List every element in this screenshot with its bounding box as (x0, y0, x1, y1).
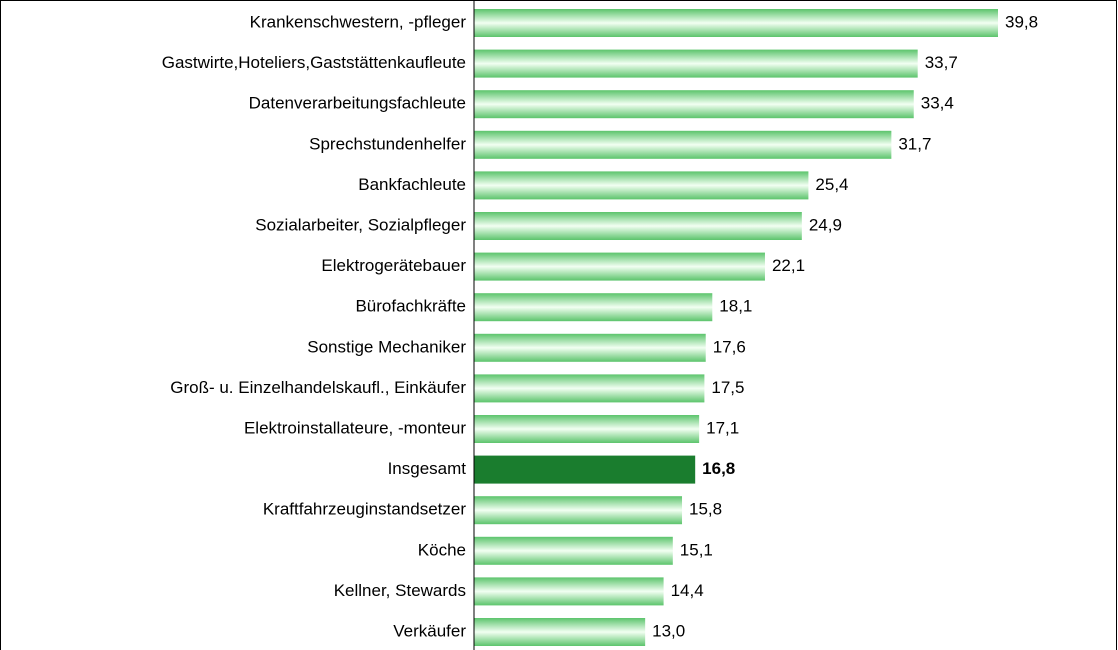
bar (474, 374, 705, 403)
category-label: Krankenschwestern, -pfleger (250, 12, 467, 31)
bar (474, 455, 696, 484)
category-label: Insgesamt (388, 459, 467, 478)
bar (474, 415, 700, 443)
category-label: Sonstige Mechaniker (307, 337, 466, 356)
bar (474, 90, 914, 119)
value-label: 24,9 (809, 215, 842, 234)
value-label: 16,8 (702, 459, 735, 478)
value-label: 17,5 (711, 378, 744, 397)
bar (474, 212, 802, 240)
bar (474, 536, 673, 565)
category-label: Sozialarbeiter, Sozialpfleger (255, 215, 466, 234)
category-label: Elektrogerätebauer (321, 256, 466, 275)
category-label: Kellner, Stewards (334, 581, 466, 600)
category-label: Gastwirte,Hoteliers,Gaststättenkaufleute (162, 53, 466, 72)
value-label: 33,7 (925, 53, 958, 72)
bar (474, 293, 713, 322)
category-label: Verkäufer (393, 621, 466, 640)
category-label: Datenverarbeitungsfachleute (249, 94, 466, 113)
bar (474, 171, 809, 200)
category-label: Köche (418, 540, 466, 559)
category-label: Bürofachkräfte (355, 297, 466, 316)
category-label: Elektroinstallateure, -monteur (244, 418, 466, 437)
value-label: 18,1 (719, 297, 752, 316)
bar (474, 130, 892, 159)
value-label: 39,8 (1005, 12, 1038, 31)
category-label: Sprechstundenhelfer (309, 134, 466, 153)
value-label: 15,1 (680, 540, 713, 559)
bar (474, 49, 918, 78)
bar (474, 333, 706, 362)
category-label: Groß- u. Einzelhandelskaufl., Einkäufer (170, 378, 466, 397)
value-label: 33,4 (921, 94, 954, 113)
bar (474, 9, 998, 37)
value-label: 17,6 (713, 337, 746, 356)
bar (474, 577, 664, 606)
category-label: Bankfachleute (358, 175, 466, 194)
value-label: 17,1 (706, 418, 739, 437)
value-label: 14,4 (671, 581, 704, 600)
value-label: 22,1 (772, 256, 805, 275)
bar (474, 618, 646, 646)
category-label: Kraftfahrzeuginstandsetzer (263, 500, 467, 519)
value-label: 31,7 (898, 134, 931, 153)
bar (474, 496, 683, 525)
value-label: 13,0 (652, 621, 685, 640)
value-label: 25,4 (815, 175, 848, 194)
bar (474, 252, 765, 281)
value-label: 15,8 (689, 500, 722, 519)
